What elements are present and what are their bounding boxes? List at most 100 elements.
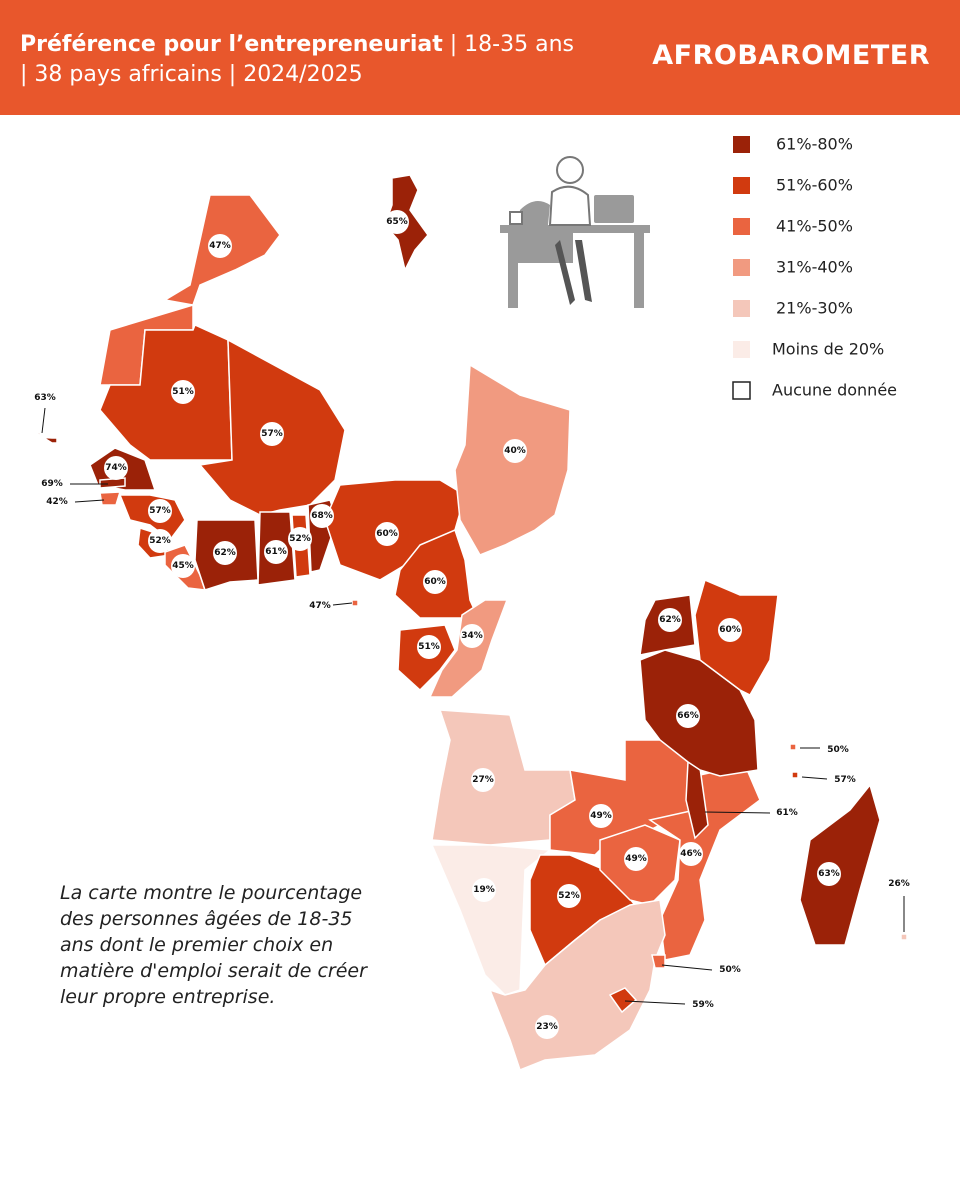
legend-label: Aucune donnée	[772, 381, 897, 400]
region-label: 61%	[776, 808, 798, 818]
country	[608, 987, 638, 1014]
label-badge	[417, 635, 441, 659]
label-badge	[171, 554, 195, 578]
country	[430, 844, 552, 996]
region-label: 59%	[692, 1000, 714, 1010]
pointer	[704, 811, 771, 814]
label-badge	[385, 210, 409, 234]
label-badge	[148, 499, 172, 523]
region-label: 40%	[504, 446, 526, 456]
label-badge	[213, 541, 237, 565]
legend-label: 61%-80%	[776, 135, 853, 154]
pointer	[332, 602, 353, 606]
region-label: 42%	[46, 497, 68, 507]
legend-label: 41%-50%	[776, 217, 853, 236]
region-label: 52%	[149, 536, 171, 546]
label-badge	[718, 618, 742, 642]
pointer	[801, 776, 828, 780]
region-label: 51%	[172, 387, 194, 397]
header: Préférence pour l’entrepreneuriat | 18-3…	[0, 0, 960, 115]
region-label: 50%	[827, 745, 849, 755]
label-badge	[460, 624, 484, 648]
title-line: | 38 pays africains | 2024/2025	[20, 62, 363, 87]
pointer	[661, 964, 713, 971]
country	[791, 771, 799, 779]
label-badge	[310, 504, 334, 528]
legend-label: 21%-30%	[776, 299, 853, 318]
region-label: 63%	[34, 393, 56, 403]
label-badge	[624, 847, 648, 871]
country	[99, 491, 122, 506]
country	[99, 194, 281, 386]
legend-swatch	[733, 136, 750, 153]
region-label: 62%	[659, 615, 681, 625]
region-label: 63%	[818, 869, 840, 879]
logo: AFROBAROMETER	[652, 40, 930, 71]
region-label: 62%	[214, 548, 236, 558]
label-badge	[423, 570, 447, 594]
region-label: 57%	[261, 429, 283, 439]
label-badge	[589, 804, 613, 828]
note: La carte montre le pourcentage des perso…	[60, 882, 367, 1008]
label-badge	[658, 608, 682, 632]
legend-swatch	[732, 381, 751, 400]
region-label: 19%	[473, 885, 495, 895]
country	[488, 899, 666, 1071]
label-badge	[260, 422, 284, 446]
legend-swatch	[733, 300, 750, 317]
region-label: 60%	[719, 625, 741, 635]
country	[799, 783, 881, 946]
region-label: 45%	[172, 561, 194, 571]
region-label: 74%	[105, 463, 127, 473]
title: Préférence pour l’entrepreneuriat | 18-3…	[20, 30, 574, 90]
label-badge	[148, 529, 172, 553]
title-bold: Préférence pour l’entrepreneuriat	[20, 32, 443, 57]
country	[33, 432, 58, 444]
country	[900, 933, 908, 941]
illustration	[500, 156, 650, 308]
region-label: 26%	[888, 879, 910, 889]
pointer	[624, 1000, 686, 1005]
country	[648, 764, 761, 961]
region-label: 49%	[625, 854, 647, 864]
region-label: 57%	[834, 775, 856, 785]
label-badge	[471, 768, 495, 792]
region-label: 61%	[265, 547, 287, 557]
region-label: 52%	[289, 534, 311, 544]
legend-swatch	[733, 177, 750, 194]
title-rest: | 18-35 ans	[442, 32, 574, 57]
label-badge	[264, 540, 288, 564]
label-badge	[817, 862, 841, 886]
label-badge	[557, 884, 581, 908]
region-label: 47%	[209, 241, 231, 251]
region-label: 49%	[590, 811, 612, 821]
region-label: 52%	[558, 891, 580, 901]
region-label: 66%	[677, 711, 699, 721]
region-label: 23%	[536, 1022, 558, 1032]
region-label: 68%	[311, 511, 333, 521]
label-badge	[171, 380, 195, 404]
region-label: 46%	[680, 849, 702, 859]
country	[351, 599, 359, 607]
label-badge	[679, 842, 703, 866]
country	[99, 323, 233, 461]
legend-label: 51%-60%	[776, 176, 853, 195]
country	[789, 743, 797, 751]
legend-swatch	[733, 218, 750, 235]
region-label: 60%	[376, 529, 398, 539]
legend-label: Moins de 20%	[772, 340, 884, 359]
region-label: 51%	[418, 642, 440, 652]
region-label: 57%	[149, 506, 171, 516]
label-badge	[104, 456, 128, 480]
region-label: 65%	[386, 217, 408, 227]
label-badge	[535, 1015, 559, 1039]
label-badge	[375, 522, 399, 546]
label-badge	[472, 878, 496, 902]
label-badge	[503, 439, 527, 463]
region-label: 60%	[424, 577, 446, 587]
legend-label: 31%-40%	[776, 258, 853, 277]
label-badge	[208, 234, 232, 258]
label-badge	[676, 704, 700, 728]
pointer	[41, 407, 46, 434]
